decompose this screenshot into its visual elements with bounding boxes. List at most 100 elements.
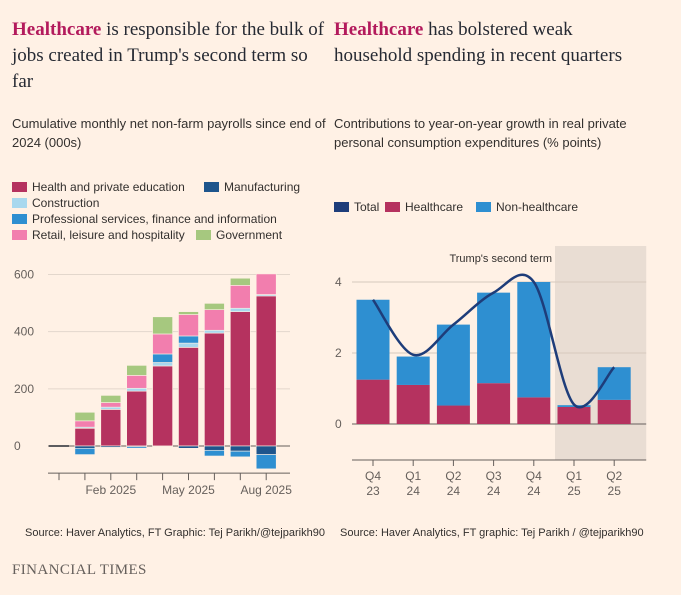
bar-segment-professional-services-finance-and-information xyxy=(126,446,147,449)
bar-segment-healthcare xyxy=(436,405,470,424)
bar-segment-healthcare xyxy=(597,399,631,424)
bar-segment-retail-leisure-and-hospitality xyxy=(230,285,251,309)
right-title-rest: has bolstered weak household spending in… xyxy=(334,19,623,66)
x-tick-label: Aug 2025 xyxy=(241,483,293,497)
bar-segment-health-and-private-education xyxy=(152,365,173,447)
bar-segment-health-and-private-education xyxy=(178,347,199,447)
legend-item-professional-services-finance-and-information: Professional services, finance and infor… xyxy=(12,212,277,227)
legend-swatch xyxy=(12,198,27,208)
legend-label: Health and private education xyxy=(32,180,185,194)
bar-segment-professional-services-finance-and-information xyxy=(230,450,251,458)
left-title-highlight: Healthcare xyxy=(12,19,102,40)
bar-segment-non-healthcare xyxy=(436,324,470,406)
bar-segment-manufacturing xyxy=(178,445,199,449)
bar-segment-professional-services-finance-and-information xyxy=(178,335,199,344)
right-title-highlight: Healthcare xyxy=(334,19,424,40)
x-tick-label: Q2 25 xyxy=(606,469,622,498)
legend-label: Government xyxy=(216,228,283,242)
x-tick-line-1: Q3 xyxy=(486,469,502,483)
annotation-label: Trump's second term xyxy=(449,253,552,265)
bar-segment-health-and-private-education xyxy=(126,390,147,447)
bar-segment-retail-leisure-and-hospitality xyxy=(204,309,225,331)
bar-segment-government xyxy=(126,365,147,376)
total-line xyxy=(371,273,616,409)
legend-label: Total xyxy=(354,200,380,214)
x-tick-line-1: Q1 xyxy=(405,469,421,483)
bar-segment-non-healthcare xyxy=(396,356,430,385)
bar-segment-manufacturing xyxy=(230,445,251,452)
y-tick-label: 200 xyxy=(14,382,34,396)
bar-segment-retail-leisure-and-hospitality xyxy=(152,333,173,355)
y-tick-label: 4 xyxy=(335,275,342,289)
legend-swatch xyxy=(12,230,27,240)
bar-segment-health-and-private-education xyxy=(204,332,225,447)
legend-label: Construction xyxy=(32,196,100,210)
legend-item-government: Government xyxy=(196,228,282,243)
bar-segment-government xyxy=(100,395,122,403)
bar-segment-professional-services-finance-and-information xyxy=(74,447,96,455)
left-chart-subtitle: Cumulative monthly net non-farm payrolls… xyxy=(12,116,326,150)
bar-segment-non-healthcare xyxy=(356,299,390,380)
x-tick-line-2: 24 xyxy=(487,484,501,498)
legend-swatch xyxy=(12,214,27,224)
bar-segment-retail-leisure-and-hospitality xyxy=(100,402,122,408)
bar-segment-government xyxy=(178,311,199,315)
legend-item-construction: Construction xyxy=(12,196,99,211)
legend-label: Healthcare xyxy=(405,200,464,214)
x-tick-label: Q1 25 xyxy=(566,469,582,498)
legend-swatch xyxy=(476,202,491,212)
bar-segment-construction xyxy=(126,387,147,392)
bar-segment-construction xyxy=(152,362,173,367)
bar-segment-healthcare xyxy=(356,379,390,424)
bar-segment-manufacturing xyxy=(74,445,96,449)
bar-segment-manufacturing xyxy=(255,445,277,455)
x-tick-line-1: Q1 xyxy=(566,469,582,483)
bar-segment-professional-services-finance-and-information xyxy=(204,449,225,457)
legend-label: Non-healthcare xyxy=(496,200,579,214)
bar-segment-healthcare xyxy=(396,384,430,424)
legend-item-total: Total xyxy=(334,200,379,215)
bar-segment-manufacturing xyxy=(152,445,173,447)
ft-logo: FINANCIAL TIMES xyxy=(12,562,147,578)
bar-segment-health-and-private-education xyxy=(230,311,251,447)
bar-segment-construction xyxy=(230,307,251,312)
bar-segment-retail-leisure-and-hospitality xyxy=(126,375,147,389)
left-chart-plot: 0 200 400 600 Feb 2025 May 2025 Aug 2025 xyxy=(14,268,293,498)
legend-swatch xyxy=(334,202,349,212)
bar-segment-retail-leisure-and-hospitality xyxy=(255,273,277,295)
legend-item-non-healthcare: Non-healthcare xyxy=(476,200,578,215)
bar-segment-healthcare xyxy=(557,406,591,424)
left-source-note: Source: Haver Analytics, FT Graphic: Tej… xyxy=(25,527,325,539)
x-tick-label: May 2025 xyxy=(162,483,215,497)
bar-segment-government xyxy=(74,411,96,422)
bar-segment-non-healthcare xyxy=(517,282,551,398)
x-tick-line-2: 24 xyxy=(407,484,421,498)
legend-label: Manufacturing xyxy=(224,180,301,194)
y-tick-label: 0 xyxy=(14,439,21,453)
bar-segment-government xyxy=(152,316,173,335)
bar-segment-construction xyxy=(204,329,225,334)
legend-swatch xyxy=(385,202,400,212)
bar-segment-healthcare xyxy=(517,397,551,424)
legend-item-retail-leisure-and-hospitality: Retail, leisure and hospitality xyxy=(12,228,185,243)
bar-segment-manufacturing xyxy=(204,445,225,451)
x-tick-line-1: Q4 xyxy=(526,469,542,483)
legend-swatch xyxy=(204,182,219,192)
y-tick-label: 400 xyxy=(14,325,34,339)
y-tick-label: 600 xyxy=(14,268,34,282)
legend-item-manufacturing: Manufacturing xyxy=(204,180,300,195)
bar-segment-health-and-private-education xyxy=(255,295,277,447)
x-tick-label: Q3 24 xyxy=(486,469,502,498)
right-source-note: Source: Haver Analytics, FT graphic: Tej… xyxy=(340,527,644,539)
x-tick-label: Q2 24 xyxy=(445,469,461,498)
legend-label: Retail, leisure and hospitality xyxy=(32,228,185,242)
x-tick-line-1: Q4 xyxy=(365,469,381,483)
x-tick-line-1: Q2 xyxy=(445,469,461,483)
x-tick-line-2: 25 xyxy=(608,484,622,498)
x-tick-label: Q4 24 xyxy=(526,469,542,498)
legend-swatch xyxy=(196,230,211,240)
x-tick-line-2: 24 xyxy=(447,484,461,498)
y-tick-label: 0 xyxy=(335,417,342,431)
bar-segment-health-and-private-education xyxy=(100,409,122,447)
